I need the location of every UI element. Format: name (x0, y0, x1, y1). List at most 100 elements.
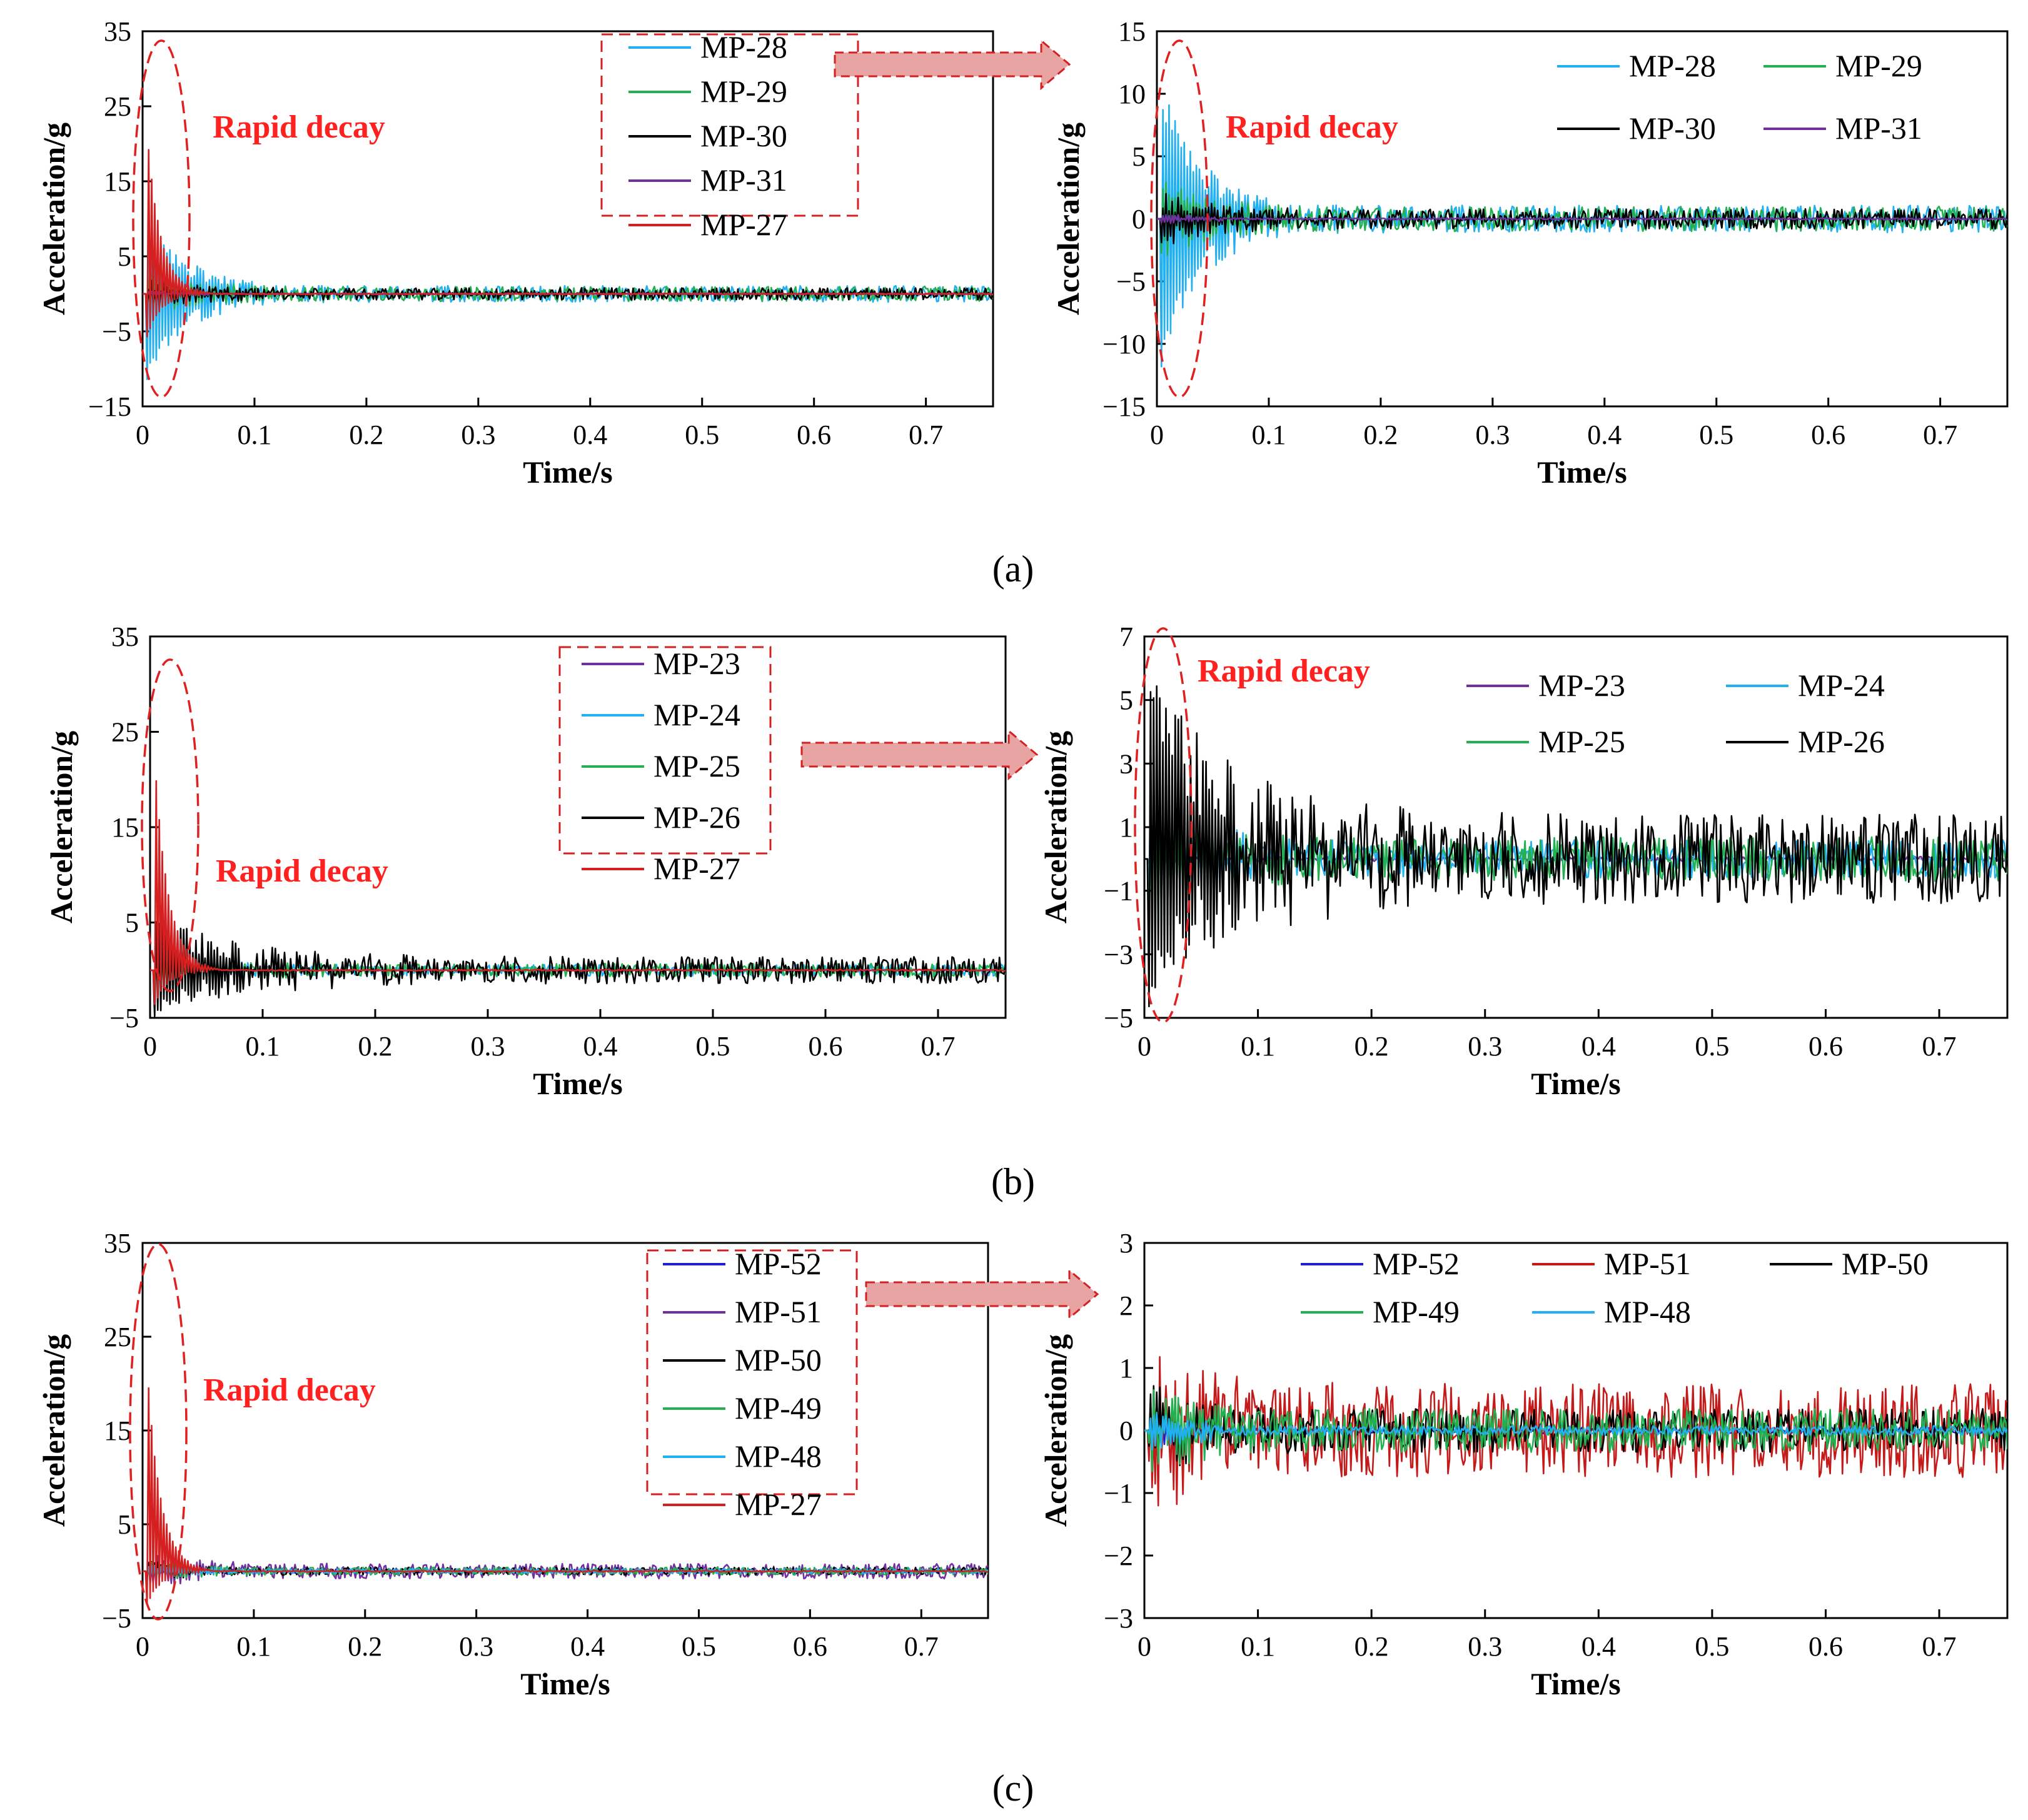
y-tick-label: 0 (1119, 1415, 1133, 1446)
y-tick-label: 5 (1132, 141, 1146, 172)
y-tick-label: −1 (1104, 1478, 1133, 1509)
plot-frame (141, 1242, 989, 1619)
y-axis-label: Acceleration/g (1038, 1334, 1073, 1527)
legend-label: MP-29 (1835, 48, 1922, 83)
x-axis-label: Time/s (533, 1066, 623, 1101)
x-axis-label: Time/s (520, 1666, 610, 1701)
series-traces (1144, 1356, 2007, 1507)
legend-label: MP-48 (1604, 1294, 1691, 1329)
series-line-mp-48 (1144, 1412, 2007, 1450)
y-tick-label: −5 (109, 1003, 139, 1033)
y-tick-label: 2 (1119, 1290, 1133, 1321)
series-line-mp-27 (150, 780, 1006, 1005)
series-traces (1144, 685, 2007, 1007)
series-traces (150, 780, 1006, 1017)
legend-label: MP-49 (1373, 1294, 1460, 1329)
legend-label: MP-27 (735, 1487, 822, 1522)
x-tick-label: 0.6 (809, 1031, 843, 1062)
x-tick-label: 0.7 (1923, 420, 1957, 450)
y-tick-label: −10 (1102, 329, 1146, 359)
series-traces (143, 149, 993, 380)
legend-label: MP-52 (1373, 1246, 1460, 1281)
y-tick-label: 25 (104, 1322, 131, 1352)
legend-label: MP-24 (1798, 668, 1885, 703)
rapid-decay-annotation: Rapid decay (1226, 109, 1398, 145)
x-tick-label: 0.6 (1811, 420, 1845, 450)
caption-c: (c) (992, 1767, 1034, 1809)
x-tick-label: 0.1 (1241, 1631, 1275, 1662)
legend-label: MP-49 (735, 1390, 822, 1425)
x-tick-label: 0.7 (1922, 1631, 1957, 1662)
series-line-mp-50 (1144, 1385, 2007, 1467)
legend-label: MP-23 (653, 646, 740, 681)
rapid-decay-annotation: Rapid decay (213, 109, 385, 145)
legend: MP-52 MP-51 MP-50 MP-49 MP-48 (1301, 1246, 1929, 1329)
legend-label: MP-26 (1798, 724, 1885, 759)
zoom-arrow (800, 728, 1039, 781)
x-tick-label: 0.2 (1355, 1031, 1389, 1062)
x-tick-label: 0.5 (682, 1631, 716, 1662)
series-line-mp-30 (1157, 193, 2007, 244)
x-tick-label: 0.1 (1241, 1031, 1275, 1062)
x-tick-label: 0.2 (358, 1031, 393, 1062)
y-axis-label: Acceleration/g (1051, 123, 1086, 315)
legend-label: MP-30 (1629, 111, 1716, 146)
x-tick-label: 0.3 (471, 1031, 505, 1062)
x-tick-label: 0 (1138, 1031, 1151, 1062)
rapid-decay-ellipse (1150, 39, 1209, 398)
chart-c-zoom: 0 0.1 0.2 0.3 0.4 0.5 0.6 0.7 3 2 1 0 −1 −2 −3 Time/s Ac… (1038, 1228, 2009, 1701)
legend: MP-52 MP-51 MP-50 MP-49 MP-48 MP-27 (646, 1246, 858, 1522)
y-tick-label: 7 (1119, 621, 1133, 652)
legend-label: MP-52 (735, 1246, 822, 1281)
y-tick-label: 5 (1119, 685, 1133, 716)
y-tick-label: −3 (1104, 939, 1133, 970)
rapid-decay-ellipse (141, 658, 199, 992)
legend-label: MP-31 (700, 163, 787, 198)
x-tick-label: 0.5 (685, 420, 719, 450)
plot-frame (141, 30, 994, 408)
rapid-decay-annotation: Rapid decay (216, 853, 388, 889)
legend-label: MP-24 (653, 697, 740, 732)
y-tick-label: 15 (111, 812, 139, 843)
legend: MP-28 MP-29 MP-30 MP-31 MP-27 (600, 29, 859, 242)
legend-label: MP-48 (735, 1439, 822, 1474)
legend-label: MP-50 (735, 1342, 822, 1377)
x-tick-label: 0.5 (1695, 1631, 1729, 1662)
legend-label: MP-26 (653, 800, 740, 835)
y-tick-label: 5 (125, 908, 139, 938)
y-tick-label: −2 (1104, 1541, 1133, 1571)
y-tick-label: 0 (1132, 204, 1146, 234)
y-tick-label: 3 (1119, 1228, 1133, 1259)
legend: MP-23 MP-24 MP-25 MP-26 MP-27 (558, 646, 772, 886)
x-tick-label: 0.2 (1355, 1631, 1389, 1662)
y-tick-label: 25 (111, 717, 139, 748)
y-axis-label: Acceleration/g (36, 123, 71, 315)
chart-b-zoom: 0 0.1 0.2 0.3 0.4 0.5 0.6 0.7 7 5 3 1 −1 −3 −5 Time/s Ac… (1038, 621, 2009, 1101)
x-tick-label: 0.3 (1468, 1031, 1502, 1062)
x-tick-label: 0.6 (1809, 1631, 1843, 1662)
x-tick-label: 0.6 (793, 1631, 827, 1662)
legend-label: MP-27 (700, 207, 787, 242)
x-tick-label: 0 (136, 1631, 149, 1662)
rapid-decay-ellipse (129, 1243, 188, 1621)
y-tick-label: −5 (102, 1603, 131, 1634)
rapid-decay-ellipse (132, 39, 191, 398)
y-tick-label: −15 (1102, 391, 1146, 422)
legend-label: MP-31 (1835, 111, 1922, 146)
x-tick-label: 0.3 (1468, 1631, 1502, 1662)
caption-a: (a) (992, 548, 1034, 590)
x-tick-label: 0.1 (237, 420, 271, 450)
y-tick-label: 5 (118, 1509, 131, 1540)
x-tick-label: 0.5 (696, 1031, 730, 1062)
y-axis-label: Acceleration/g (1038, 731, 1073, 923)
y-tick-label: −15 (88, 391, 131, 422)
series-traces (1157, 104, 2007, 368)
rapid-decay-annotation: Rapid decay (1198, 653, 1370, 689)
x-tick-label: 0 (1150, 420, 1164, 450)
y-tick-label: 35 (104, 1228, 131, 1259)
legend-label: MP-50 (1842, 1246, 1929, 1281)
y-tick-label: 15 (104, 166, 131, 197)
legend-label: MP-51 (1604, 1246, 1691, 1281)
legend-label: MP-25 (653, 748, 740, 783)
